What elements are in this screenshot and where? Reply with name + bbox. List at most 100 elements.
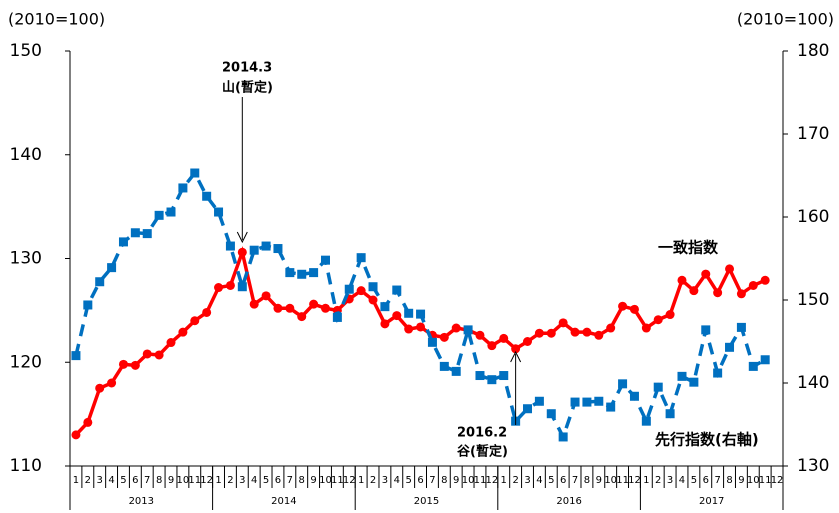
- x-tick-label: 10: [177, 475, 190, 486]
- point: [202, 191, 212, 201]
- point: [178, 327, 188, 337]
- point: [225, 241, 235, 251]
- point: [237, 247, 247, 257]
- x-tick-label: 2: [227, 475, 233, 486]
- x-tick-label: 6: [275, 475, 281, 486]
- point: [499, 333, 509, 343]
- x-tick-label: 8: [156, 475, 162, 486]
- point: [641, 323, 651, 333]
- point: [618, 301, 628, 311]
- point: [261, 291, 271, 301]
- x-tick-label: 7: [714, 475, 720, 486]
- year-label: 2015: [414, 496, 439, 507]
- x-tick-label: 10: [747, 475, 760, 486]
- point: [713, 368, 723, 378]
- point: [142, 349, 152, 359]
- point: [629, 391, 639, 401]
- point: [582, 327, 592, 337]
- point: [285, 303, 295, 313]
- point: [677, 275, 687, 285]
- annotation: 谷(暫定): [457, 444, 508, 460]
- y2-tick-label: 180: [797, 41, 829, 61]
- point: [701, 325, 711, 335]
- x-tick-label: 10: [319, 475, 332, 486]
- point: [451, 366, 461, 376]
- point: [83, 300, 93, 310]
- y2-tick-label: 150: [797, 290, 829, 310]
- point: [190, 316, 200, 326]
- x-tick-label: 10: [604, 475, 617, 486]
- x-tick-label: 12: [343, 475, 356, 486]
- point: [344, 284, 354, 294]
- series-label: 一致指数: [658, 239, 719, 257]
- point: [594, 396, 604, 406]
- x-tick-label: 1: [73, 475, 79, 486]
- point: [392, 285, 402, 295]
- x-tick-label: 4: [394, 475, 400, 486]
- point: [261, 241, 271, 251]
- point: [309, 268, 319, 278]
- point: [249, 245, 259, 255]
- x-tick-label: 6: [132, 475, 138, 486]
- point: [713, 288, 723, 298]
- series-line: [74, 169, 767, 442]
- x-tick-label: 1: [215, 475, 221, 486]
- point: [190, 168, 200, 178]
- x-tick-label: 3: [97, 475, 103, 486]
- x-tick-label: 4: [679, 475, 685, 486]
- x-tick-label: 12: [628, 475, 641, 486]
- x-tick-label: 9: [310, 475, 316, 486]
- point: [154, 210, 164, 220]
- point: [582, 397, 592, 407]
- point: [546, 328, 556, 338]
- x-tick-label: 3: [239, 475, 245, 486]
- x-tick-label: 2: [512, 475, 518, 486]
- x-tick-label: 11: [474, 475, 487, 486]
- point: [570, 327, 580, 337]
- x-tick-label: 4: [251, 475, 257, 486]
- year-label: 2014: [271, 496, 296, 507]
- x-tick-label: 5: [263, 475, 269, 486]
- point: [83, 417, 93, 427]
- point: [202, 307, 212, 317]
- x-tick-label: 7: [572, 475, 578, 486]
- point: [273, 244, 283, 254]
- point: [237, 282, 247, 292]
- point: [166, 207, 176, 217]
- point: [558, 318, 568, 328]
- x-tick-label: 3: [524, 475, 530, 486]
- point: [356, 253, 366, 263]
- point: [225, 280, 235, 290]
- x-tick-label: 11: [188, 475, 201, 486]
- point: [736, 322, 746, 332]
- point: [534, 328, 544, 338]
- point: [416, 322, 426, 332]
- x-tick-label: 11: [759, 475, 772, 486]
- x-tick-label: 2: [370, 475, 376, 486]
- point: [427, 337, 437, 347]
- x-tick-label: 1: [643, 475, 649, 486]
- annotation: 山(暫定): [222, 80, 273, 96]
- x-tick-label: 2: [85, 475, 91, 486]
- point: [546, 409, 556, 419]
- y-tick-label: 150: [10, 41, 42, 61]
- arrow-head: [510, 350, 522, 363]
- point: [380, 319, 390, 329]
- x-tick-label: 9: [596, 475, 602, 486]
- point: [463, 325, 473, 335]
- x-tick-label: 10: [462, 475, 475, 486]
- point: [725, 342, 735, 352]
- x-tick-label: 4: [536, 475, 542, 486]
- x-tick-label: 9: [453, 475, 459, 486]
- point: [71, 351, 81, 361]
- point: [487, 375, 497, 385]
- year-label: 2016: [556, 496, 581, 507]
- y2-unit-label: (2010=100): [737, 10, 834, 29]
- x-tick-label: 1: [501, 475, 507, 486]
- point: [606, 402, 616, 412]
- arrow-head: [236, 231, 248, 244]
- year-label: 2017: [699, 496, 724, 507]
- x-tick-label: 2: [655, 475, 661, 486]
